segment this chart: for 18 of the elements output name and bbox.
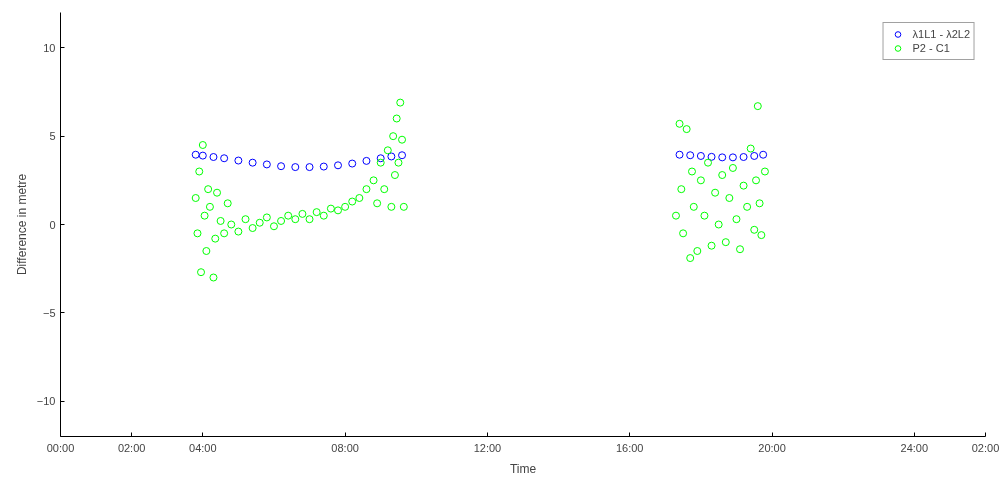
legend-label: P2 - C1 xyxy=(912,41,950,55)
x-tick-label: 02:00 xyxy=(117,441,146,454)
x-tick-label: 16:00 xyxy=(615,441,644,454)
x-axis-title: Time xyxy=(509,461,537,476)
y-tick-label: −5 xyxy=(42,306,56,319)
x-tick-label: 08:00 xyxy=(331,441,359,454)
y-tick-label: 5 xyxy=(49,130,56,143)
x-tick-label: 00:00 xyxy=(46,441,75,454)
x-tick-label: 02:00 xyxy=(971,441,1000,454)
x-tick-label: 04:00 xyxy=(189,441,217,454)
legend-label: λ1L1 - λ2L2 xyxy=(912,27,970,41)
y-tick-label: 0 xyxy=(49,218,56,231)
x-tick-label: 12:00 xyxy=(473,441,502,454)
x-tick-label: 20:00 xyxy=(758,441,786,454)
y-tick-label: 10 xyxy=(43,41,56,54)
x-tick-label: 24:00 xyxy=(900,441,929,454)
y-axis-title: Difference in metre xyxy=(14,173,29,276)
y-tick-label: −10 xyxy=(36,395,56,408)
